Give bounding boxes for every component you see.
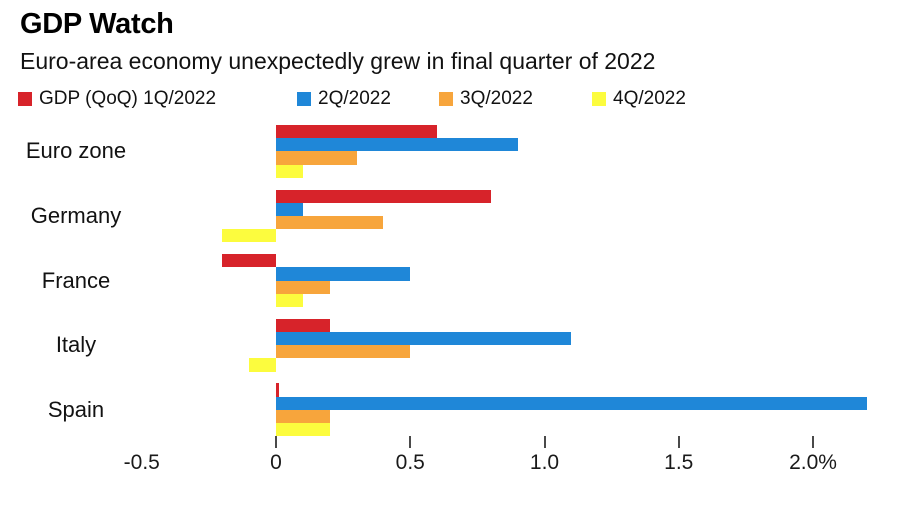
legend-label: 2Q/2022 bbox=[318, 88, 391, 109]
legend-label: GDP (QoQ) 1Q/2022 bbox=[39, 88, 217, 109]
x-axis-label: 0 bbox=[270, 451, 282, 474]
legend-item: GDP (QoQ) 1Q/2022 bbox=[18, 88, 217, 109]
legend-color-swatch-icon bbox=[592, 92, 606, 106]
x-axis-tick bbox=[409, 436, 412, 448]
legend-color-swatch-icon bbox=[297, 92, 311, 106]
category-label: Euro zone bbox=[25, 138, 127, 164]
x-axis-tick bbox=[275, 436, 277, 448]
bar bbox=[222, 229, 276, 243]
bar bbox=[276, 332, 572, 346]
chart-title: GDP Watch bbox=[20, 8, 174, 40]
bar bbox=[276, 164, 303, 178]
legend-color-swatch-icon bbox=[439, 92, 453, 106]
x-axis-label: 0.5 bbox=[395, 451, 425, 474]
bar bbox=[276, 267, 411, 281]
bar bbox=[276, 151, 357, 165]
bar bbox=[276, 202, 303, 216]
bar bbox=[276, 383, 279, 397]
x-axis-tick bbox=[677, 436, 680, 448]
x-axis-label: 1.0 bbox=[529, 451, 560, 474]
legend-item: 4Q/2022 bbox=[592, 88, 686, 109]
x-axis-label: 2.0% bbox=[789, 451, 837, 474]
category-label: France bbox=[41, 267, 111, 293]
category-label: Spain bbox=[47, 396, 105, 422]
bar bbox=[276, 409, 330, 423]
category-label: Germany bbox=[30, 203, 122, 228]
bar bbox=[276, 138, 518, 152]
bar bbox=[276, 293, 303, 307]
category-label: Italy bbox=[55, 332, 97, 358]
x-axis-tick bbox=[543, 436, 546, 448]
bar bbox=[276, 345, 411, 359]
bar bbox=[276, 189, 491, 203]
bar bbox=[249, 358, 276, 372]
bar bbox=[276, 125, 438, 139]
chart-subtitle: Euro-area economy unexpectedly grew in f… bbox=[20, 48, 656, 74]
bar bbox=[222, 254, 276, 268]
legend-label: 4Q/2022 bbox=[613, 88, 686, 109]
legend-item: 3Q/2022 bbox=[439, 88, 533, 109]
x-axis-tick bbox=[812, 436, 814, 448]
bar bbox=[276, 280, 330, 294]
bar bbox=[276, 423, 330, 437]
bar bbox=[276, 216, 384, 230]
legend-item: 2Q/2022 bbox=[297, 88, 391, 109]
legend-label: 3Q/2022 bbox=[460, 88, 533, 109]
bar bbox=[276, 318, 330, 332]
x-axis-label: -0.5 bbox=[123, 451, 160, 474]
legend-color-swatch-icon bbox=[18, 92, 32, 106]
x-axis-label: 1.5 bbox=[664, 451, 694, 474]
bar bbox=[276, 396, 867, 410]
